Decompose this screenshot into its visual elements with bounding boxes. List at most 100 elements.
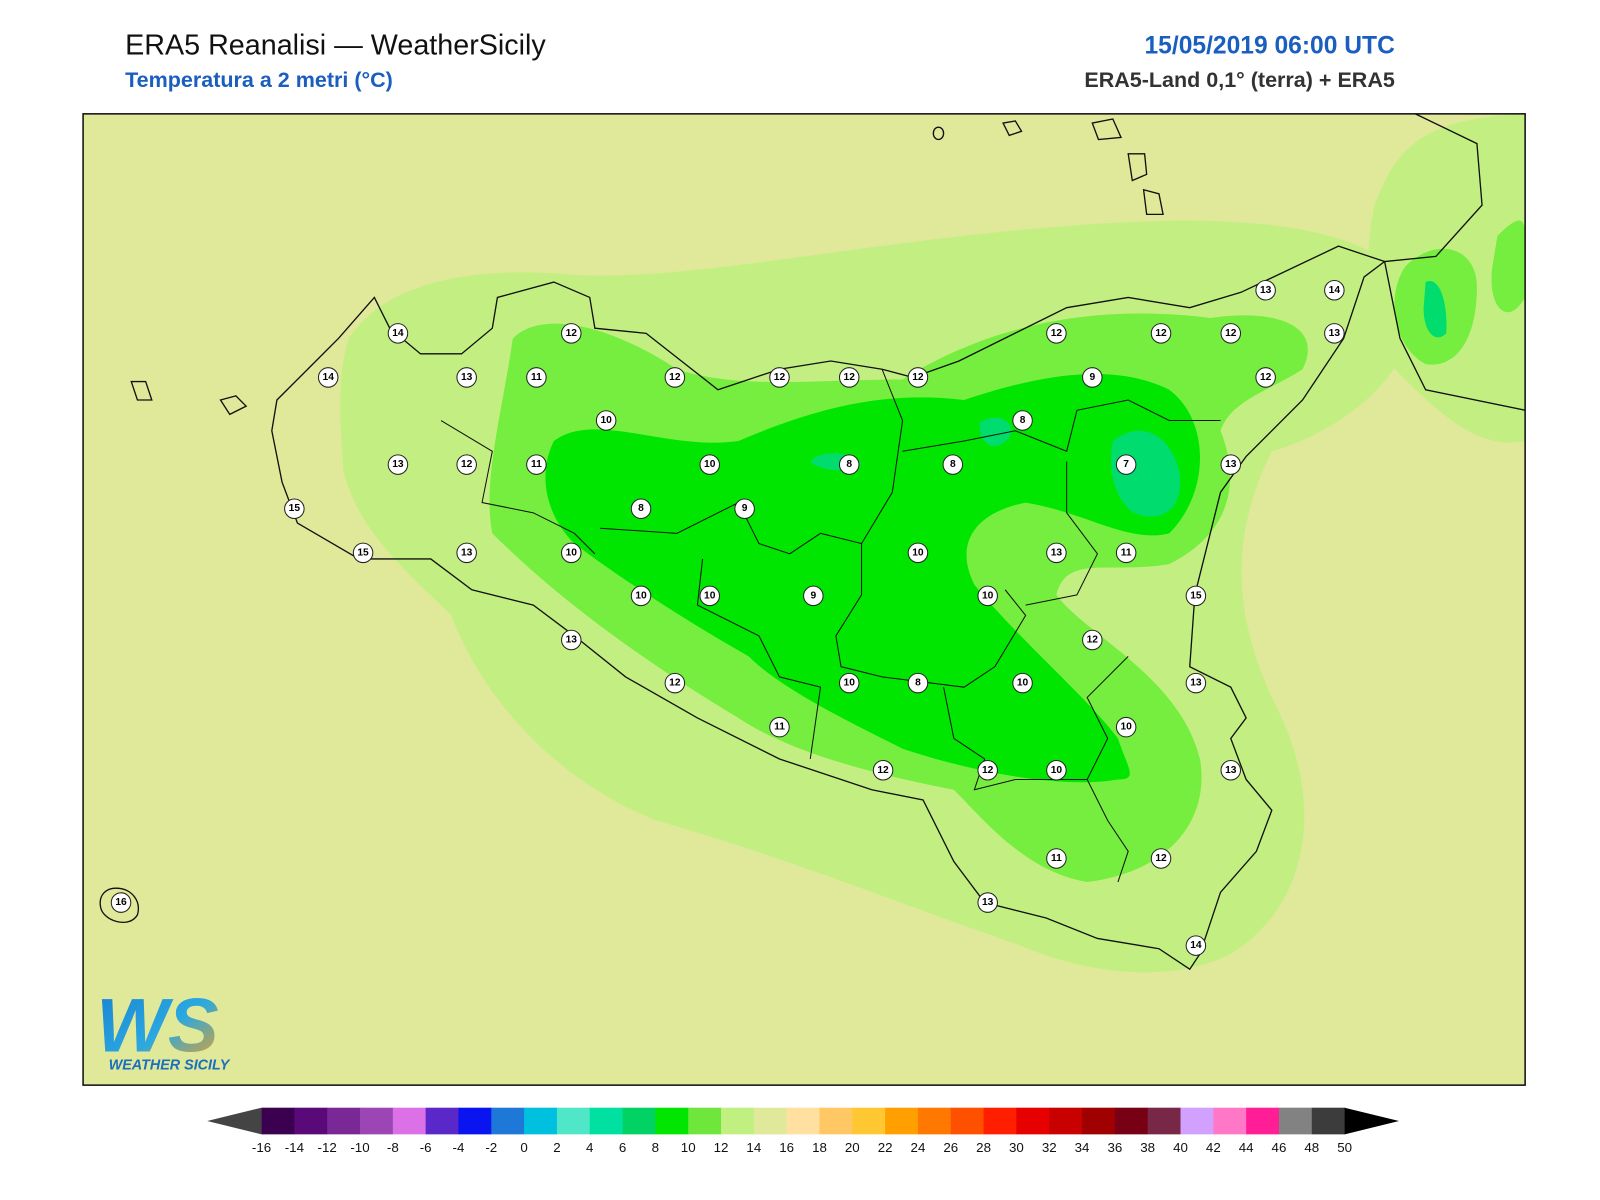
colorbar-tick-label: 20 bbox=[845, 1140, 860, 1155]
station: 15 bbox=[284, 498, 305, 519]
station-value: 9 bbox=[1089, 372, 1095, 383]
islands bbox=[99, 118, 1164, 924]
colorbar-bin bbox=[589, 1107, 624, 1135]
station: 10 bbox=[838, 672, 860, 694]
province-border bbox=[440, 420, 596, 555]
station: 13 bbox=[977, 892, 998, 913]
station: 12 bbox=[664, 367, 686, 388]
station-marker bbox=[561, 629, 582, 651]
station: 14 bbox=[1185, 935, 1207, 956]
colorbar-tick-label: 0 bbox=[520, 1140, 527, 1155]
colorbar-tick-label: 50 bbox=[1337, 1140, 1352, 1155]
colorbar-bin bbox=[1049, 1107, 1083, 1135]
station-marker bbox=[872, 759, 894, 781]
colorbar-tick-label: -10 bbox=[350, 1140, 369, 1155]
station-marker bbox=[456, 454, 477, 475]
colorbar-tick-label: 32 bbox=[1042, 1140, 1057, 1155]
contour-8-10 bbox=[545, 374, 1200, 783]
colorbar-bin bbox=[1016, 1107, 1050, 1135]
station-value: 14 bbox=[1329, 285, 1341, 296]
station: 9 bbox=[734, 498, 755, 519]
colorbar-bin bbox=[622, 1107, 656, 1135]
colorbar-tick-label: 42 bbox=[1206, 1140, 1221, 1155]
colorbar-tick-label: 6 bbox=[619, 1140, 626, 1155]
colorbar-bin bbox=[524, 1107, 558, 1135]
station-value: 11 bbox=[531, 372, 542, 383]
station-marker bbox=[1046, 542, 1067, 564]
source: ERA5-Land 0,1° (terra) + ERA5 bbox=[1084, 68, 1395, 92]
colorbar-over bbox=[1344, 1107, 1399, 1135]
colorbar-bin bbox=[983, 1107, 1017, 1135]
subtitle: Temperatura a 2 metri (°C) bbox=[125, 68, 393, 92]
station-value: 10 bbox=[982, 590, 994, 601]
station: 12 bbox=[1150, 323, 1172, 344]
station-value: 10 bbox=[704, 590, 716, 601]
station: 9 bbox=[1082, 367, 1103, 388]
station-value: 13 bbox=[1260, 285, 1272, 296]
station-value: 12 bbox=[1155, 853, 1167, 864]
station: 10 bbox=[1012, 672, 1033, 694]
station-marker bbox=[838, 454, 860, 475]
logo-mark: WS bbox=[96, 983, 218, 1068]
colorbar-bin bbox=[1278, 1107, 1313, 1135]
colorbar-bin bbox=[261, 1107, 295, 1135]
colorbar-tick-label: 30 bbox=[1009, 1140, 1024, 1155]
station-marker bbox=[630, 498, 652, 519]
station-marker bbox=[630, 585, 652, 607]
station-marker bbox=[1185, 935, 1207, 956]
station-marker bbox=[699, 454, 720, 475]
station-marker bbox=[284, 498, 305, 519]
colorbar-bin bbox=[721, 1107, 755, 1135]
station-marker bbox=[664, 672, 686, 694]
colorbar-tick-label: 24 bbox=[911, 1140, 926, 1155]
station-value: 12 bbox=[774, 372, 786, 383]
station-value: 11 bbox=[531, 459, 542, 470]
station-marker bbox=[1324, 323, 1345, 344]
station-value: 10 bbox=[600, 415, 612, 426]
map-frame bbox=[82, 113, 1526, 1086]
station: 11 bbox=[769, 716, 790, 738]
station-marker bbox=[1150, 848, 1172, 869]
station: 10 bbox=[630, 585, 652, 607]
station-value: 12 bbox=[1087, 635, 1099, 646]
datetime: 15/05/2019 06:00 UTC bbox=[1144, 32, 1395, 59]
station-marker bbox=[977, 585, 998, 607]
station-value: 12 bbox=[912, 372, 924, 383]
station-marker bbox=[1255, 367, 1276, 388]
station-value: 12 bbox=[982, 765, 994, 776]
station: 12 bbox=[838, 367, 860, 388]
station-value: 15 bbox=[1190, 590, 1202, 601]
station-marker bbox=[387, 323, 409, 344]
colorbar-tick-label: 36 bbox=[1107, 1140, 1122, 1155]
colorbar-bin bbox=[425, 1107, 459, 1135]
station-value: 14 bbox=[1190, 940, 1202, 951]
station-value: 13 bbox=[1225, 459, 1237, 470]
station-value: 13 bbox=[392, 459, 404, 470]
station-marker bbox=[456, 367, 477, 388]
station: 8 bbox=[942, 454, 964, 475]
station: 8 bbox=[630, 498, 652, 519]
station: 12 bbox=[456, 454, 477, 475]
colorbar-bin bbox=[688, 1107, 722, 1135]
station-marker bbox=[1115, 454, 1137, 475]
colorbar-bin bbox=[852, 1107, 886, 1135]
station-marker bbox=[803, 585, 824, 607]
station: 11 bbox=[1046, 848, 1067, 869]
station-marker bbox=[1115, 716, 1137, 738]
station-marker bbox=[595, 410, 617, 431]
station: 13 bbox=[1220, 759, 1242, 781]
colorbar-tick-label: 10 bbox=[681, 1140, 696, 1155]
station-marker bbox=[769, 716, 790, 738]
station: 10 bbox=[1046, 759, 1067, 781]
station-value: 13 bbox=[1225, 765, 1237, 776]
station: 13 bbox=[561, 629, 582, 651]
station-marker bbox=[977, 759, 998, 781]
station: 13 bbox=[1324, 323, 1345, 344]
station-marker bbox=[352, 542, 374, 564]
station-value: 16 bbox=[115, 897, 127, 908]
station-value: 7 bbox=[1123, 459, 1129, 470]
station: 12 bbox=[1046, 323, 1067, 344]
contour-10-12-calabria bbox=[1394, 220, 1526, 365]
station-marker bbox=[1012, 410, 1033, 431]
colorbar-tick-label: 26 bbox=[943, 1140, 958, 1155]
